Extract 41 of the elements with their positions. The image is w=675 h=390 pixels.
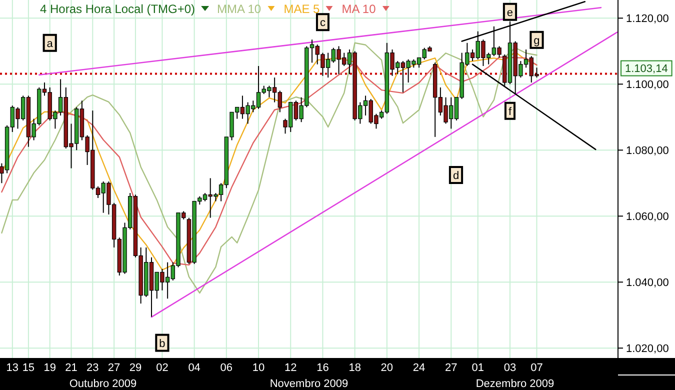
x-tick-label: 20 (380, 362, 394, 374)
annotation: g (534, 34, 540, 47)
x-tick-label: 15 (22, 362, 35, 374)
annotation: b (159, 338, 166, 350)
text: MMA 10 (217, 2, 262, 16)
y-tick-label: 1.080,00 (626, 145, 669, 158)
chart-title: 4 Horas Hora Local (TMG+0) (40, 2, 196, 16)
x-tick-label: 07 (530, 362, 543, 374)
legend-label: MA 10 (342, 2, 376, 16)
annotation: d (452, 170, 460, 182)
annotation: e (506, 6, 514, 19)
x-tick-label: 04 (188, 362, 200, 374)
text: Outubro 2009 (69, 378, 137, 390)
x-tick-label: 27 (108, 362, 120, 374)
x-tick-label: 18 (348, 362, 361, 374)
text: Dezembro 2009 (476, 378, 554, 390)
x-tick-label: 23 (86, 362, 99, 374)
x-tick-label: 13 (6, 362, 19, 374)
x-tick-label: 01 (472, 362, 484, 374)
x-tick-label: 06 (220, 362, 233, 374)
x-tick-label: 03 (504, 362, 516, 374)
annotation: c (320, 17, 326, 30)
x-tick-label: 10 (252, 362, 265, 374)
y-tick-label: 1.100,00 (626, 79, 669, 92)
annotation: a (46, 38, 54, 50)
y-tick-label: 1.060,00 (626, 211, 669, 224)
y-tick-label: 1.040,00 (626, 277, 669, 290)
x-tick-label: 16 (316, 362, 329, 374)
y-tick-label: 1.120,00 (626, 13, 669, 26)
text: Novembro 2009 (270, 378, 348, 390)
x-tick-label: 19 (44, 362, 56, 374)
y-tick-label: 1.020,00 (626, 343, 669, 356)
x-tick-label: 27 (445, 362, 458, 374)
annotation: f (508, 106, 512, 118)
ref-line-label: 1.103,14 (625, 62, 668, 75)
x-tick-label: 24 (412, 362, 426, 374)
x-tick-label: 12 (284, 362, 297, 374)
legend-label: MAE 5 (284, 2, 320, 16)
x-tick-label: 02 (156, 362, 168, 374)
x-tick-label: 29 (129, 362, 142, 374)
x-tick-label: 21 (65, 362, 78, 374)
